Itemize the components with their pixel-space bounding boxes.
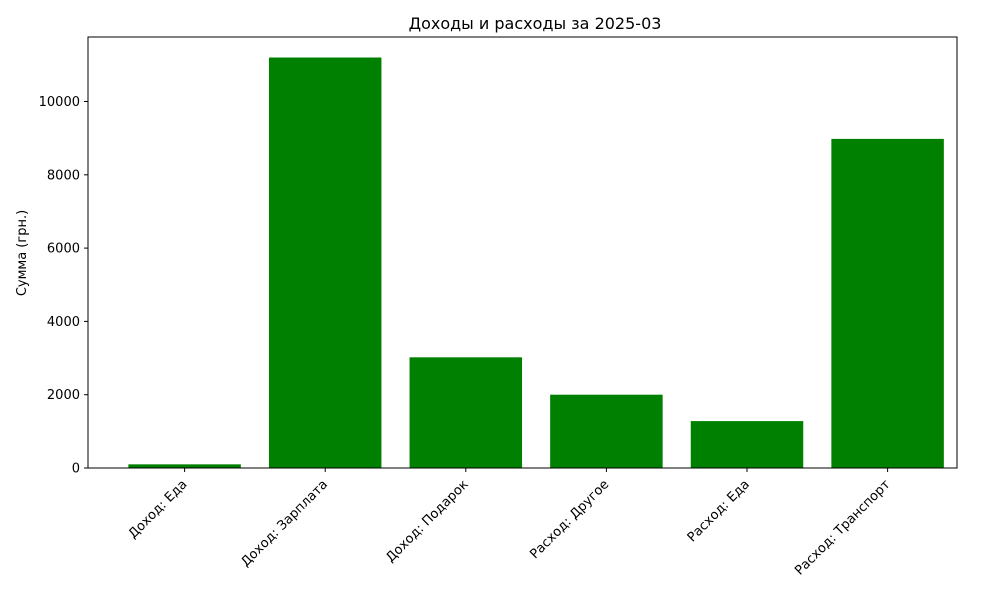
- y-tick-label: 10000: [39, 95, 80, 110]
- bar-3: [409, 357, 523, 468]
- bar-2: [268, 57, 382, 469]
- y-tick-label: 2000: [47, 388, 80, 403]
- x-tick-label: Доход: Зарплата: [238, 477, 331, 570]
- chart-title: Доходы и расходы за 2025-03: [409, 14, 662, 33]
- y-tick-label: 6000: [47, 242, 80, 257]
- bar-4: [550, 394, 663, 468]
- x-tick-label: Расход: Транспорт: [792, 477, 894, 579]
- x-tick-label: Доход: Еда: [126, 477, 191, 542]
- y-tick-label: 4000: [47, 315, 80, 330]
- bar-5: [690, 421, 804, 468]
- y-tick-label: 8000: [47, 168, 80, 183]
- bar-6: [831, 138, 944, 468]
- x-tick-label: Расход: Еда: [685, 477, 753, 545]
- bar-1: [128, 464, 241, 468]
- plot-frame: [87, 36, 958, 469]
- y-axis-label: Сумма (грн.): [15, 210, 30, 296]
- y-tick-label: 0: [72, 462, 80, 477]
- x-tick-label: Доход: Подарок: [383, 477, 471, 565]
- plot-area: 0 2000 4000 6000 8000 10000 Доход: Еда Доход: З…: [39, 36, 958, 579]
- x-tick-label: Расход: Другое: [527, 477, 612, 562]
